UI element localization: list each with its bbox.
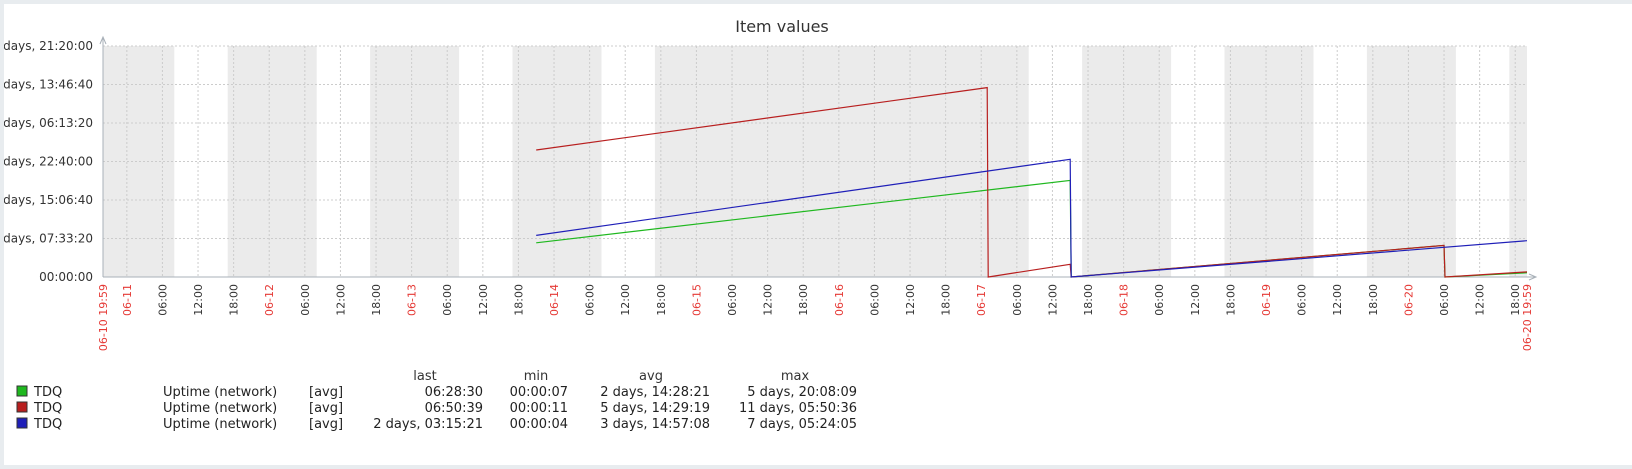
x-axis-arrow: [1528, 273, 1538, 281]
y-axis-arrow: [99, 35, 107, 45]
x-tick-label: 18:00: [228, 284, 241, 316]
legend-last-value: 2 days, 03:15:21: [373, 417, 483, 432]
y-tick-label: 00:00:00: [39, 270, 93, 284]
legend-function: [avg]: [309, 385, 343, 400]
x-tick-label: 18:00: [797, 284, 810, 316]
x-tick-label: 12:00: [1331, 284, 1344, 316]
x-tick-label: 06-12: [263, 284, 276, 316]
legend-color-swatch: [16, 417, 28, 429]
legend-item-name: Uptime (network): [163, 417, 277, 432]
legend-min-value: 00:00:11: [510, 401, 568, 416]
legend-avg-value: 3 days, 14:57:08: [600, 417, 710, 432]
legend-avg-value: 5 days, 14:29:19: [600, 401, 710, 416]
x-range-end-label: 06-20 19:59: [1521, 284, 1534, 351]
shaded-period: [654, 46, 1029, 277]
x-tick-label: 06:00: [299, 284, 312, 316]
legend-table: last min avg max TDQ Uptime (network) [avg…: [16, 369, 857, 432]
x-tick-label: 06:00: [1438, 284, 1451, 316]
x-tick-label: 06-14: [548, 284, 561, 316]
legend-max-value: 5 days, 20:08:09: [747, 385, 857, 400]
grid-lines: [103, 45, 1527, 277]
x-tick-label: 06-11: [121, 284, 134, 316]
legend-max-value: 11 days, 05:50:36: [739, 401, 857, 416]
x-tick-label: 18:00: [1367, 284, 1380, 316]
x-tick-label: 06-18: [1118, 284, 1131, 316]
legend-max-value: 7 days, 05:24:05: [747, 417, 857, 432]
chart-title: Item values: [735, 17, 829, 36]
legend-color-swatch: [16, 385, 28, 397]
legend-avg-value: 2 days, 14:28:21: [600, 385, 710, 400]
x-tick-label: 18:00: [940, 284, 953, 316]
x-tick-label: 18:00: [655, 284, 668, 316]
x-tick-label: 06:00: [1296, 284, 1309, 316]
x-axis-tick-labels: 06-11 06:00 12:00 18:00 06-12 06:00 12:00 18:00…: [97, 284, 1534, 351]
legend-host: TDQ: [33, 417, 62, 432]
legend-header-last: last: [413, 369, 436, 384]
legend-last-value: 06:50:39: [425, 401, 483, 416]
legend-header-avg: avg: [639, 369, 663, 384]
series-line: [536, 158, 1528, 278]
x-tick-label: 12:00: [1046, 284, 1059, 316]
x-tick-label: 06:00: [156, 284, 169, 316]
shaded-period: [1509, 46, 1527, 277]
x-tick-label: 12:00: [619, 284, 632, 316]
y-tick-label: days, 13:46:40: [4, 78, 93, 92]
y-tick-label: days, 07:33:20: [4, 232, 93, 246]
legend-min-value: 00:00:07: [510, 385, 568, 400]
legend-header-max: max: [781, 369, 810, 384]
x-tick-label: 12:00: [762, 284, 775, 316]
x-tick-label: 12:00: [334, 284, 347, 316]
x-tick-label: 06-15: [690, 284, 703, 316]
legend-function: [avg]: [309, 401, 343, 416]
y-tick-label: days, 21:20:00: [4, 39, 93, 53]
axes: [99, 35, 1538, 281]
x-tick-label: 12:00: [1189, 284, 1202, 316]
y-tick-label: days, 22:40:00: [4, 155, 93, 169]
y-tick-label: days, 06:13:20: [4, 116, 93, 130]
graph-panel: Item values 00:00:00 days, 07:33:20 days, …: [3, 4, 1632, 465]
x-tick-label: 18:00: [512, 284, 525, 316]
x-tick-label: 06:00: [584, 284, 597, 316]
x-tick-label: 06:00: [726, 284, 739, 316]
x-tick-label: 18:00: [370, 284, 383, 316]
x-tick-label: 12:00: [904, 284, 917, 316]
y-tick-label: days, 15:06:40: [4, 193, 93, 207]
x-tick-label: 18:00: [1082, 284, 1095, 316]
data-series-lines: [536, 86, 1528, 278]
x-tick-label: 06:00: [1011, 284, 1024, 316]
legend-color-swatch: [16, 401, 28, 413]
legend-host: TDQ: [33, 401, 62, 416]
y-axis-tick-labels: 00:00:00 days, 07:33:20 days, 15:06:40 days…: [3, 39, 93, 284]
x-tick-label: 06-16: [833, 284, 846, 316]
item-values-chart: Item values 00:00:00 days, 07:33:20 days, …: [3, 17, 1538, 432]
legend-last-value: 06:28:30: [425, 385, 483, 400]
x-tick-label: 06:00: [1153, 284, 1166, 316]
x-tick-label: 06-19: [1260, 284, 1273, 316]
legend-min-value: 00:00:04: [510, 417, 568, 432]
legend-host: TDQ: [33, 385, 62, 400]
x-tick-label: 06-17: [975, 284, 988, 316]
legend-header-min: min: [524, 369, 549, 384]
legend-function: [avg]: [309, 417, 343, 432]
legend-item-name: Uptime (network): [163, 401, 277, 416]
x-tick-label: 06:00: [868, 284, 881, 316]
x-tick-label: 18:00: [1509, 284, 1522, 316]
x-range-start-label: 06-10 19:59: [97, 284, 110, 351]
x-tick-label: 12:00: [1474, 284, 1487, 316]
legend-item-name: Uptime (network): [163, 385, 277, 400]
x-tick-label: 12:00: [192, 284, 205, 316]
x-tick-label: 18:00: [1224, 284, 1237, 316]
x-tick-label: 06-13: [406, 284, 419, 316]
x-tick-label: 06:00: [441, 284, 454, 316]
x-tick-label: 12:00: [477, 284, 490, 316]
x-tick-label: 06-20: [1402, 284, 1415, 316]
